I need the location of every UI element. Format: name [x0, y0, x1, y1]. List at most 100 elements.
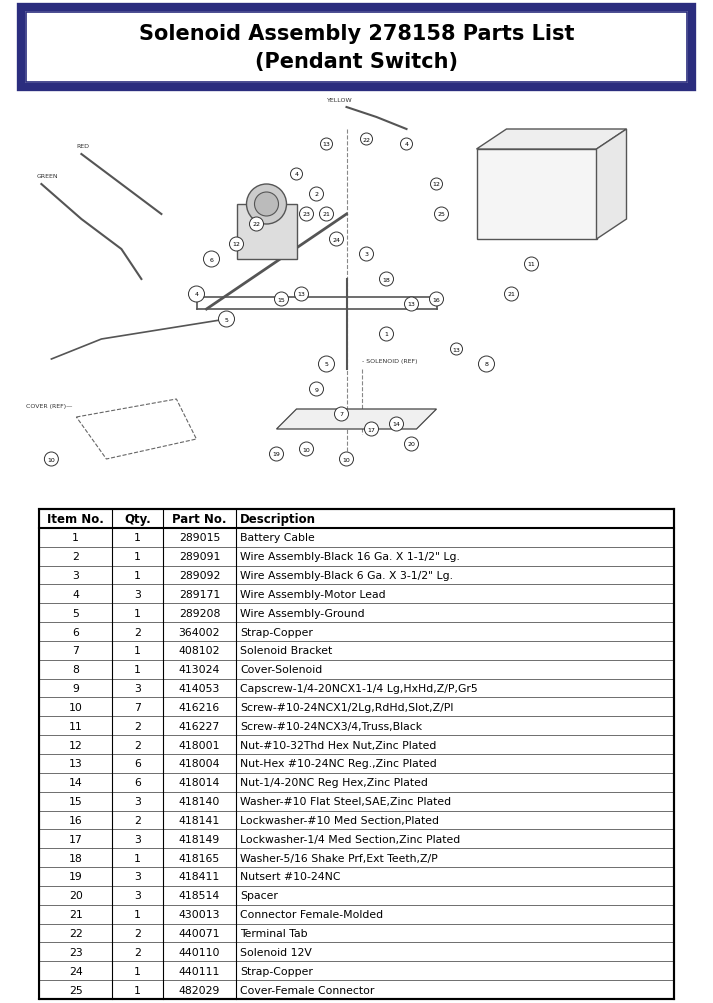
Text: 9: 9	[72, 683, 79, 693]
Text: 2: 2	[134, 947, 141, 957]
Text: 1: 1	[134, 966, 141, 976]
Text: 10: 10	[302, 447, 310, 452]
Circle shape	[451, 344, 463, 356]
Text: 289092: 289092	[179, 571, 220, 581]
Text: Cover-Solenoid: Cover-Solenoid	[240, 665, 322, 675]
Circle shape	[379, 273, 394, 287]
Text: 2: 2	[134, 721, 141, 731]
Text: 430013: 430013	[179, 910, 220, 920]
Text: 15: 15	[69, 796, 83, 806]
Text: 440111: 440111	[179, 966, 220, 976]
Text: 15: 15	[277, 297, 285, 302]
Text: 20: 20	[408, 442, 416, 447]
Text: 416216: 416216	[179, 702, 220, 712]
Text: Battery Cable: Battery Cable	[240, 533, 314, 543]
Text: 12: 12	[433, 183, 441, 188]
Text: 418014: 418014	[179, 777, 220, 787]
Text: 2: 2	[134, 815, 141, 825]
Text: 5: 5	[324, 362, 329, 367]
Text: 6: 6	[210, 257, 213, 262]
Bar	[39, 510, 674, 999]
Text: 18: 18	[69, 853, 83, 863]
Text: 418001: 418001	[179, 740, 220, 750]
Circle shape	[319, 357, 334, 373]
Text: Solenoid 12V: Solenoid 12V	[240, 947, 312, 957]
Text: 1: 1	[134, 910, 141, 920]
Text: 19: 19	[272, 452, 280, 457]
Text: - SOLENOID (REF): - SOLENOID (REF)	[361, 359, 417, 364]
Bar	[26, 13, 687, 83]
Circle shape	[401, 138, 413, 150]
Circle shape	[434, 208, 448, 222]
Text: Nut-#10-32Thd Hex Nut,Zinc Plated: Nut-#10-32Thd Hex Nut,Zinc Plated	[240, 740, 436, 750]
Text: 5: 5	[72, 608, 79, 618]
Text: 2: 2	[314, 193, 319, 198]
Text: Terminal Tab: Terminal Tab	[240, 928, 307, 938]
Polygon shape	[597, 129, 627, 240]
Text: 418411: 418411	[179, 872, 220, 882]
Text: 3: 3	[134, 833, 141, 844]
Text: 22: 22	[69, 928, 83, 938]
Text: 418004: 418004	[179, 758, 220, 768]
Text: Description: Description	[240, 513, 316, 526]
Text: 10: 10	[48, 457, 56, 462]
Circle shape	[255, 193, 279, 217]
Bar	[21, 8, 692, 88]
Text: Wire Assembly-Ground: Wire Assembly-Ground	[240, 608, 364, 618]
Circle shape	[309, 382, 324, 396]
Text: 21: 21	[508, 292, 515, 297]
Polygon shape	[277, 409, 436, 429]
Text: 9: 9	[314, 387, 319, 392]
Text: Strap-Copper: Strap-Copper	[240, 966, 313, 976]
Text: 21: 21	[69, 910, 83, 920]
Text: 2: 2	[134, 928, 141, 938]
Bar	[21, 90, 692, 505]
Text: Solenoid Assembly 278158 Parts List: Solenoid Assembly 278158 Parts List	[139, 24, 574, 44]
Text: Lockwasher-1/4 Med Section,Zinc Plated: Lockwasher-1/4 Med Section,Zinc Plated	[240, 833, 460, 844]
Text: 289091: 289091	[179, 552, 220, 562]
Text: 414053: 414053	[179, 683, 220, 693]
Text: 416227: 416227	[179, 721, 220, 731]
Text: 3: 3	[134, 891, 141, 901]
Text: 23: 23	[69, 947, 83, 957]
Text: 2: 2	[72, 552, 79, 562]
Circle shape	[525, 258, 538, 272]
Circle shape	[379, 328, 394, 342]
Text: 7: 7	[72, 646, 79, 656]
Text: 18: 18	[383, 277, 391, 282]
Text: Nutsert #10-24NC: Nutsert #10-24NC	[240, 872, 340, 882]
Circle shape	[359, 248, 374, 262]
Text: 25: 25	[438, 213, 446, 218]
Circle shape	[290, 169, 302, 181]
Text: 1: 1	[134, 853, 141, 863]
Circle shape	[270, 447, 284, 461]
Text: GREEN: GREEN	[36, 174, 58, 179]
Text: 1: 1	[134, 646, 141, 656]
Text: 2: 2	[134, 740, 141, 750]
Text: 4: 4	[404, 142, 409, 147]
Text: 16: 16	[433, 297, 441, 302]
Text: 8: 8	[72, 665, 79, 675]
Text: 289015: 289015	[179, 533, 220, 543]
Text: 418141: 418141	[179, 815, 220, 825]
Text: 3: 3	[72, 571, 79, 581]
Text: 13: 13	[297, 292, 305, 297]
Text: Part No.: Part No.	[173, 513, 227, 526]
Text: 11: 11	[69, 721, 83, 731]
Circle shape	[299, 208, 314, 222]
Text: 13: 13	[408, 302, 416, 307]
Circle shape	[321, 138, 332, 150]
Text: 14: 14	[69, 777, 83, 787]
Text: 10: 10	[343, 457, 350, 462]
Text: 20: 20	[68, 891, 83, 901]
Circle shape	[429, 293, 443, 307]
Text: 22: 22	[362, 137, 371, 142]
Text: 16: 16	[69, 815, 83, 825]
Text: Wire Assembly-Motor Lead: Wire Assembly-Motor Lead	[240, 589, 386, 599]
Text: 6: 6	[134, 777, 141, 787]
Circle shape	[431, 179, 443, 191]
Text: 22: 22	[252, 223, 260, 228]
Text: 6: 6	[72, 627, 79, 637]
Text: Washer-#10 Flat Steel,SAE,Zinc Plated: Washer-#10 Flat Steel,SAE,Zinc Plated	[240, 796, 451, 806]
Polygon shape	[476, 129, 627, 149]
